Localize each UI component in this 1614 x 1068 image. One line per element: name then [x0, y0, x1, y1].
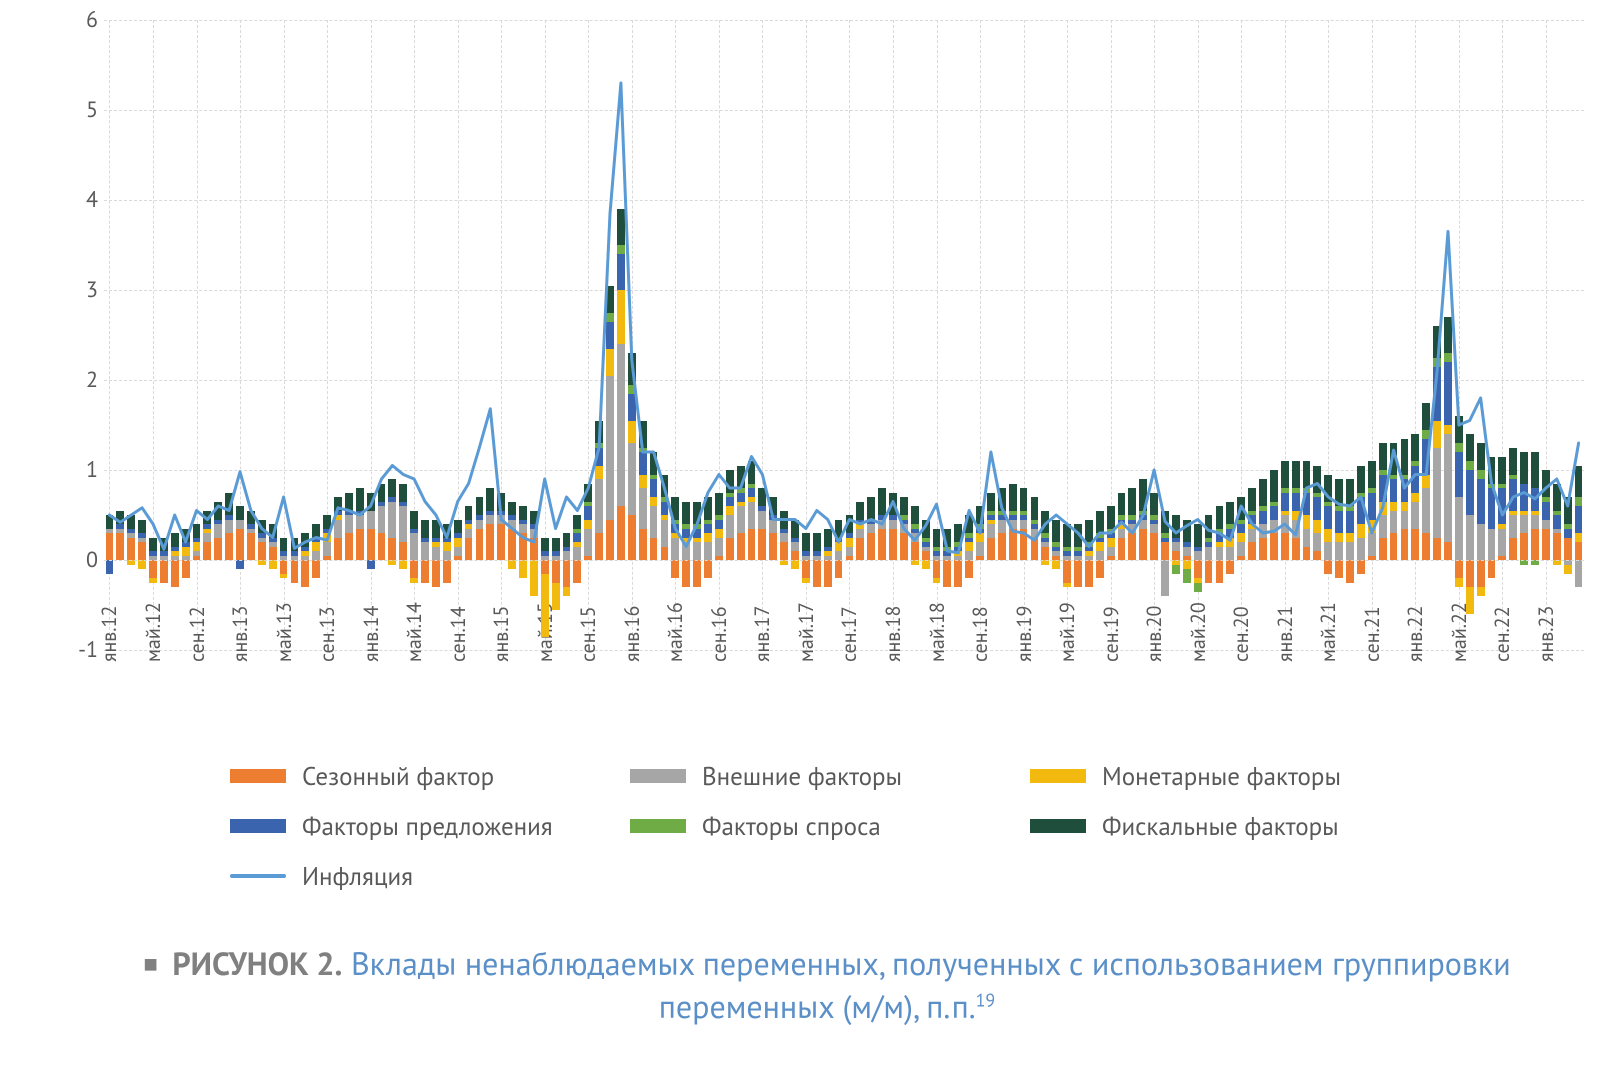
x-tick-label: янв.18 [880, 660, 906, 662]
x-tick-label: янв.23 [1533, 660, 1559, 662]
x-tick-label: сен.22 [1489, 660, 1515, 662]
y-tick-label: 4 [58, 186, 98, 214]
x-tick-label: май.18 [924, 660, 950, 662]
legend-label: Инфляция [302, 860, 413, 892]
x-tick-label: янв.12 [96, 660, 122, 662]
plot-area: -10123456янв.12май.12сен.12янв.13май.13с… [104, 20, 1584, 650]
caption-footnote: 19 [976, 989, 996, 1012]
y-tick-label: 2 [58, 366, 98, 394]
y-tick-label: 5 [58, 96, 98, 124]
x-tick-label: май.13 [271, 660, 297, 662]
x-tick-label: янв.14 [358, 660, 384, 662]
inflation-line [104, 20, 1584, 650]
legend-item-monetary: Монетарные факторы [1030, 760, 1430, 792]
legend-label: Монетарные факторы [1102, 760, 1341, 792]
x-tick-label: сен.21 [1359, 660, 1385, 662]
x-tick-label: янв.20 [1141, 660, 1167, 662]
x-tick-label: сен.12 [184, 660, 210, 662]
x-tick-label: янв.13 [227, 660, 253, 662]
y-tick-label: 6 [58, 6, 98, 34]
y-tick-label: -1 [58, 636, 98, 664]
x-tick-label: май.21 [1315, 660, 1341, 662]
x-tick-label: сен.18 [967, 660, 993, 662]
y-tick-label: 3 [58, 276, 98, 304]
legend-item-external: Внешние факторы [630, 760, 1030, 792]
legend-swatch [1030, 769, 1086, 783]
legend-swatch [630, 819, 686, 833]
x-tick-label: янв.22 [1402, 660, 1428, 662]
legend-swatch [230, 819, 286, 833]
x-tick-label: янв.19 [1011, 660, 1037, 662]
x-tick-label: янв.15 [488, 660, 514, 662]
x-tick-label: янв.16 [619, 660, 645, 662]
y-tick-label: 0 [58, 546, 98, 574]
x-tick-label: май.17 [793, 660, 819, 662]
x-tick-label: янв.21 [1272, 660, 1298, 662]
legend-item-fiscal: Фискальные факторы [1030, 810, 1430, 842]
legend-label: Сезонный фактор [302, 760, 494, 792]
x-tick-label: май.16 [662, 660, 688, 662]
y-tick-label: 1 [58, 456, 98, 484]
caption-bullet-icon: ■ [143, 948, 158, 979]
x-tick-label: май.14 [401, 660, 427, 662]
legend-swatch [630, 769, 686, 783]
x-tick-label: май.22 [1446, 660, 1472, 662]
legend-swatch [230, 874, 286, 878]
legend-item-inflation: Инфляция [230, 860, 630, 892]
legend-label: Фискальные факторы [1102, 810, 1339, 842]
x-tick-label: сен.16 [706, 660, 732, 662]
x-tick-label: сен.15 [575, 660, 601, 662]
legend-label: Внешние факторы [702, 760, 902, 792]
x-tick-label: май.19 [1054, 660, 1080, 662]
x-tick-label: сен.20 [1228, 660, 1254, 662]
x-tick-label: сен.17 [836, 660, 862, 662]
x-tick-label: сен.13 [314, 660, 340, 662]
legend-label: Факторы спроса [702, 810, 881, 842]
figure-caption: ■ РИСУНОК 2. Вклады ненаблюдаемых переме… [130, 942, 1524, 1028]
legend-item-supply: Факторы предложения [230, 810, 630, 842]
x-tick-label: сен.14 [445, 660, 471, 662]
x-tick-label: май.15 [532, 660, 558, 662]
chart: -10123456янв.12май.12сен.12янв.13май.13с… [44, 20, 1584, 720]
legend-item-seasonal: Сезонный фактор [230, 760, 630, 792]
x-tick-label: май.12 [140, 660, 166, 662]
legend-swatch [1030, 819, 1086, 833]
caption-lead: РИСУНОК 2. [172, 942, 342, 984]
x-tick-label: май.20 [1185, 660, 1211, 662]
legend-item-demand: Факторы спроса [630, 810, 1030, 842]
x-tick-label: сен.19 [1098, 660, 1124, 662]
caption-text: Вклады ненаблюдаемых переменных, получен… [351, 942, 1511, 1027]
legend: Сезонный фактор Внешние факторы Монетарные… [230, 760, 1430, 892]
legend-label: Факторы предложения [302, 810, 553, 842]
legend-swatch [230, 769, 286, 783]
x-tick-label: янв.17 [749, 660, 775, 662]
